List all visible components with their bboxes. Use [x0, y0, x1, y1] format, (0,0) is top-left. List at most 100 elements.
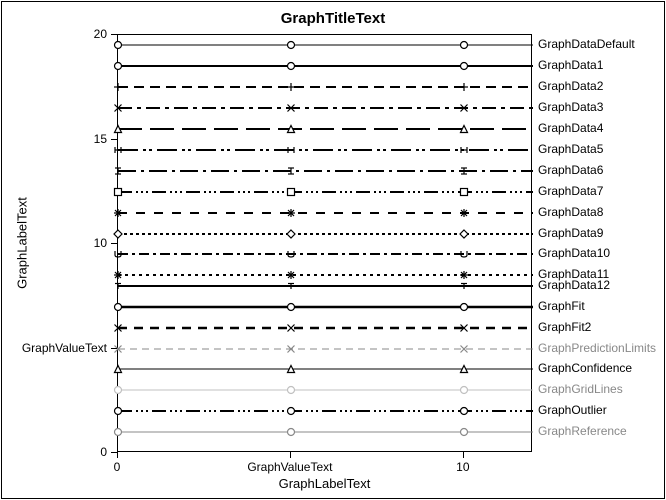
- series-line: [118, 211, 533, 215]
- series-label: GraphData4: [538, 121, 603, 135]
- series-label: GraphData1: [538, 58, 603, 72]
- series-line: [118, 388, 533, 392]
- series-marker: [286, 145, 296, 155]
- series-marker: [286, 61, 296, 71]
- series-label: GraphFit: [538, 299, 585, 313]
- series-marker: [459, 344, 469, 354]
- series-marker: [459, 270, 469, 280]
- y-tick-label: 15: [94, 132, 107, 146]
- series-marker: [113, 302, 123, 312]
- series-line: [118, 148, 533, 152]
- series-marker: [113, 124, 123, 134]
- series-marker: [286, 103, 296, 113]
- y-tick: [111, 34, 117, 35]
- series-line: [118, 106, 533, 110]
- series-marker: [113, 229, 123, 239]
- series-marker: [286, 249, 296, 259]
- series-marker: [113, 187, 123, 197]
- x-tick: [290, 452, 291, 458]
- y-axis-label: GraphLabelText: [15, 197, 30, 289]
- series-line: [118, 190, 533, 194]
- series-line: [118, 284, 533, 288]
- series-label: GraphOutlier: [538, 403, 607, 417]
- series-label: GraphPredictionLimits: [538, 341, 656, 355]
- series-marker: [113, 427, 123, 437]
- series-line: [118, 252, 533, 256]
- series-marker: [113, 103, 123, 113]
- series-marker: [459, 61, 469, 71]
- series-marker: [286, 208, 296, 218]
- series-marker: [113, 364, 123, 374]
- series-line: [118, 169, 533, 173]
- series-marker: [113, 344, 123, 354]
- series-marker: [286, 406, 296, 416]
- series-line: [118, 326, 533, 330]
- series-marker: [286, 229, 296, 239]
- series-line: [118, 273, 533, 277]
- series-marker: [113, 385, 123, 395]
- series-marker: [459, 406, 469, 416]
- series-line: [118, 347, 533, 351]
- y-tick: [111, 452, 117, 453]
- series-marker: [459, 281, 469, 291]
- series-label: GraphData8: [538, 205, 603, 219]
- series-marker: [459, 103, 469, 113]
- x-tick-label: GraphValueText: [247, 460, 332, 474]
- x-tick-label: 0: [114, 460, 121, 474]
- series-label: GraphData3: [538, 100, 603, 114]
- series-marker: [113, 208, 123, 218]
- series-marker: [113, 82, 123, 92]
- plot-area: [117, 34, 532, 452]
- series-marker: [459, 249, 469, 259]
- series-marker: [113, 166, 123, 176]
- series-marker: [459, 427, 469, 437]
- series-marker: [286, 187, 296, 197]
- series-marker: [459, 385, 469, 395]
- series-line: [118, 367, 533, 371]
- series-line: [118, 305, 533, 309]
- series-marker: [459, 145, 469, 155]
- series-marker: [459, 82, 469, 92]
- series-label: GraphData9: [538, 226, 603, 240]
- x-tick: [463, 452, 464, 458]
- series-marker: [286, 124, 296, 134]
- chart-title: GraphTitleText: [2, 10, 664, 27]
- y-tick: [111, 348, 117, 349]
- series-marker: [113, 40, 123, 50]
- series-marker: [286, 344, 296, 354]
- series-marker: [459, 187, 469, 197]
- series-line: [118, 430, 533, 434]
- series-marker: [113, 270, 123, 280]
- series-marker: [286, 270, 296, 280]
- series-marker: [113, 61, 123, 71]
- x-axis-label: GraphLabelText: [117, 476, 532, 491]
- x-tick: [117, 452, 118, 458]
- y-tick: [111, 139, 117, 140]
- series-marker: [459, 40, 469, 50]
- series-marker: [113, 249, 123, 259]
- series-label: GraphData5: [538, 142, 603, 156]
- series-label: GraphData6: [538, 163, 603, 177]
- series-marker: [459, 166, 469, 176]
- series-marker: [459, 323, 469, 333]
- x-tick-label: 10: [456, 460, 469, 474]
- series-label: GraphData12: [538, 278, 610, 292]
- series-marker: [286, 82, 296, 92]
- series-marker: [286, 323, 296, 333]
- y-tick-label: 20: [94, 27, 107, 41]
- series-label: GraphFit2: [538, 320, 591, 334]
- series-marker: [113, 145, 123, 155]
- series-label: GraphData2: [538, 79, 603, 93]
- series-label: GraphData7: [538, 184, 603, 198]
- series-marker: [286, 385, 296, 395]
- series-marker: [113, 281, 123, 291]
- y-tick: [111, 243, 117, 244]
- y-tick-label: 10: [94, 236, 107, 250]
- series-marker: [459, 124, 469, 134]
- series-label: GraphDataDefault: [538, 37, 635, 51]
- outer-frame: GraphTitleText GraphLabelText GraphLabel…: [1, 1, 665, 499]
- series-marker: [286, 166, 296, 176]
- series-marker: [286, 427, 296, 437]
- series-label: GraphConfidence: [538, 361, 632, 375]
- series-label: GraphReference: [538, 424, 627, 438]
